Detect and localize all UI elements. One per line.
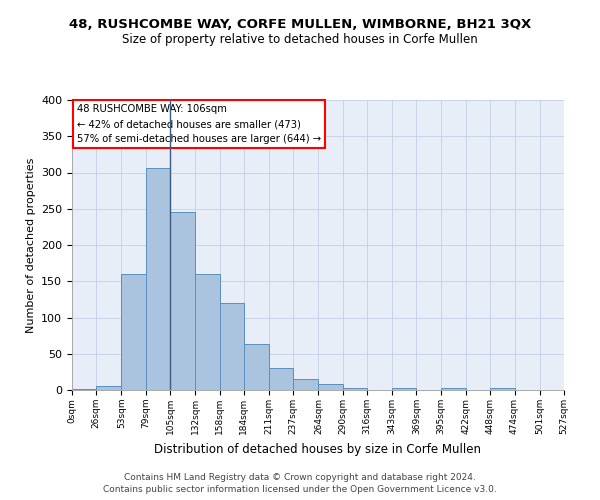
Bar xyxy=(96,386,121,390)
Bar xyxy=(490,388,515,390)
Bar xyxy=(343,388,367,390)
Text: Distribution of detached houses by size in Corfe Mullen: Distribution of detached houses by size … xyxy=(155,442,482,456)
Bar xyxy=(392,388,416,390)
Bar xyxy=(269,368,293,390)
Y-axis label: Number of detached properties: Number of detached properties xyxy=(26,158,35,332)
Bar xyxy=(441,388,466,390)
Bar xyxy=(293,379,319,390)
Bar xyxy=(195,274,220,390)
Text: 48 RUSHCOMBE WAY: 106sqm
← 42% of detached houses are smaller (473)
57% of semi-: 48 RUSHCOMBE WAY: 106sqm ← 42% of detach… xyxy=(77,104,321,144)
Text: 48, RUSHCOMBE WAY, CORFE MULLEN, WIMBORNE, BH21 3QX: 48, RUSHCOMBE WAY, CORFE MULLEN, WIMBORN… xyxy=(69,18,531,30)
Text: Contains HM Land Registry data © Crown copyright and database right 2024.
Contai: Contains HM Land Registry data © Crown c… xyxy=(103,472,497,494)
Bar xyxy=(319,384,343,390)
Text: Size of property relative to detached houses in Corfe Mullen: Size of property relative to detached ho… xyxy=(122,32,478,46)
Bar xyxy=(72,388,96,390)
Bar xyxy=(220,303,244,390)
Bar xyxy=(244,344,269,390)
Bar xyxy=(121,274,146,390)
Bar xyxy=(170,212,195,390)
Bar xyxy=(146,168,170,390)
